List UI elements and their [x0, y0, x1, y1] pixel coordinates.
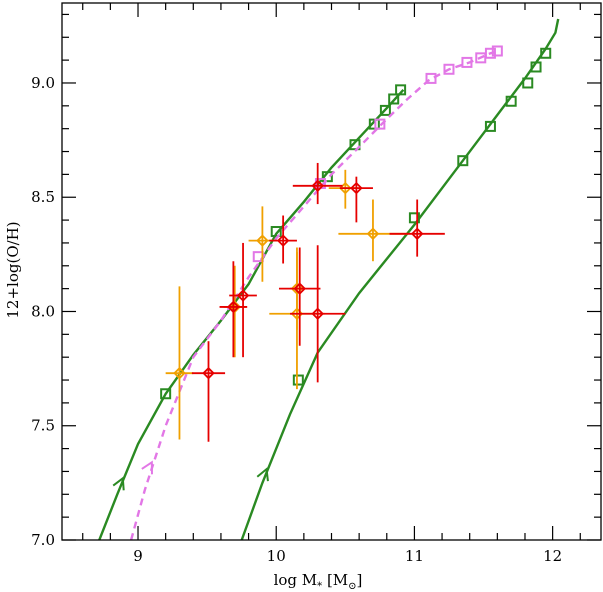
track-1-marker-2	[270, 226, 282, 238]
observation-point-8	[191, 341, 226, 442]
track-1-arrow	[112, 476, 125, 491]
observation-point-7	[338, 199, 408, 262]
observation-point-11	[269, 215, 297, 264]
diamond-marker	[350, 181, 363, 195]
track-1-marker-1	[160, 388, 172, 400]
track-2-arrow	[141, 460, 153, 475]
track-line-2	[129, 49, 501, 540]
track-3-marker-4	[484, 120, 496, 132]
diamond-marker	[293, 282, 306, 295]
track-2-marker-4	[425, 72, 437, 84]
track-1-marker-7	[388, 93, 400, 105]
track-2-marker-6	[461, 56, 473, 68]
y-tick-label: 8.0	[31, 302, 55, 320]
track-1-marker-4	[349, 139, 361, 151]
track-1-marker-3	[321, 171, 333, 183]
track-2-marker-9	[491, 45, 503, 57]
track-3-marker-1	[292, 374, 304, 386]
diamond-marker	[366, 227, 380, 241]
model-tracks	[98, 18, 560, 540]
observation-point-12	[278, 247, 321, 346]
track-1-marker-5	[368, 118, 380, 130]
y-axis-label: 12+log(O/H)	[4, 221, 22, 318]
track-2-marker-8	[484, 47, 496, 59]
diamond-marker	[173, 366, 186, 380]
track-1-marker-8	[395, 84, 407, 96]
observation-point-16	[389, 199, 445, 257]
diamond-marker	[311, 179, 324, 193]
diamond-marker	[276, 234, 290, 247]
track-line-1	[98, 88, 405, 540]
ticks: 9 10 11 12 7.0 7.5 8.0 8.5 9.0	[31, 3, 601, 565]
track-3-marker-3	[457, 155, 469, 167]
diamond-marker	[410, 227, 424, 241]
observation-point-1	[165, 286, 194, 440]
y-tick-label: 9.0	[31, 74, 55, 92]
y-tick-label: 8.5	[31, 188, 55, 206]
diamond-marker	[236, 289, 250, 302]
y-tick-label: 7.5	[31, 417, 55, 435]
track-3-marker-5	[505, 95, 517, 107]
track-2-marker-5	[443, 63, 455, 75]
x-axis-label: log M* [M⊙]	[274, 571, 363, 592]
diamond-marker	[256, 234, 269, 247]
track-3-marker-7	[530, 61, 542, 73]
observation-point-10	[229, 242, 257, 358]
observation-point-3	[248, 206, 277, 282]
observation-point-13	[290, 245, 346, 383]
track-3-arrow	[256, 467, 269, 482]
x-tick-label: 12	[543, 547, 562, 565]
observation-point-14	[292, 162, 343, 205]
observations	[165, 162, 445, 442]
track-line-3	[240, 18, 560, 540]
track-3-marker-8	[540, 47, 552, 59]
y-tick-label: 7.0	[31, 531, 55, 549]
diamond-marker	[202, 366, 215, 380]
diamond-marker	[227, 300, 240, 314]
track-3-marker-6	[522, 77, 534, 89]
track-2-marker-3	[374, 118, 386, 130]
track-1-marker-6	[379, 104, 391, 116]
x-tick-label: 9	[133, 547, 143, 565]
diamond-marker	[311, 307, 324, 321]
diamond-marker	[228, 300, 242, 314]
x-tick-label: 10	[267, 547, 286, 565]
track-3-marker-2	[408, 212, 420, 224]
observation-point-15	[339, 176, 373, 223]
x-tick-label: 11	[405, 547, 424, 565]
